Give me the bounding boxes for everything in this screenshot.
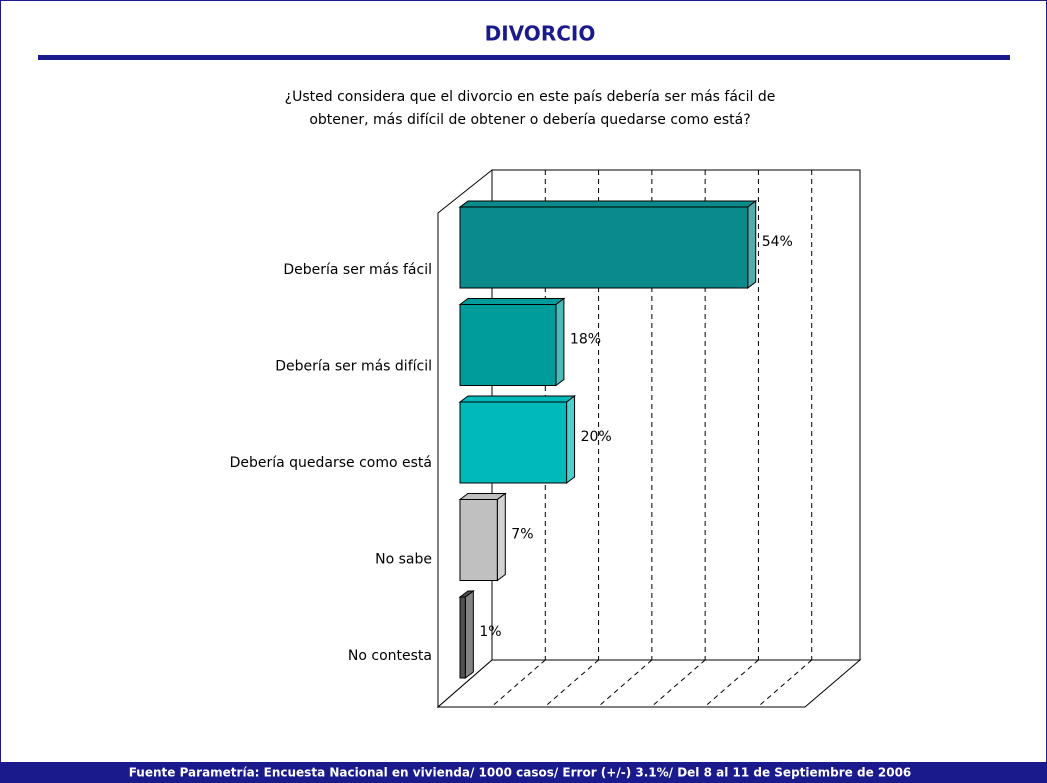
bar-side xyxy=(555,297,565,387)
bar-top xyxy=(458,200,758,208)
bar xyxy=(459,499,498,581)
bar-side xyxy=(747,200,757,289)
data-label: 1% xyxy=(479,624,501,640)
footer-bar xyxy=(0,762,1047,783)
bar-side xyxy=(496,492,506,582)
bar-top xyxy=(458,395,577,403)
floor-grid-line xyxy=(544,659,599,708)
bar xyxy=(459,206,749,289)
data-label: 54% xyxy=(762,234,793,250)
bar xyxy=(459,596,466,679)
category-label: Debería quedarse como está xyxy=(230,455,432,471)
floor-grid-line xyxy=(597,659,653,708)
data-label: 18% xyxy=(570,332,601,348)
bar xyxy=(459,304,557,386)
floor xyxy=(436,659,862,708)
bar xyxy=(459,401,568,484)
bar-top xyxy=(458,298,566,305)
subtitle: ¿Usted considera que el divorcio en este… xyxy=(285,89,776,105)
category-label: No sabe xyxy=(375,552,432,568)
title-rule xyxy=(38,55,1010,60)
floor-grid-line xyxy=(490,659,546,708)
category-label: Debería ser más difícil xyxy=(275,359,432,375)
chart-title: DIVORCIO xyxy=(485,22,596,46)
bar-side xyxy=(464,590,474,679)
data-label: 7% xyxy=(511,527,533,543)
category-label: No contesta xyxy=(348,648,432,664)
floor-grid-line xyxy=(704,659,759,708)
bar-side xyxy=(566,395,576,484)
data-label: 20% xyxy=(581,429,612,445)
floor-grid-line xyxy=(757,659,813,708)
subtitle: obtener, más difícil de obtener o deberí… xyxy=(309,112,750,128)
category-label: Debería ser más fácil xyxy=(283,262,432,278)
floor-grid-line xyxy=(650,659,706,708)
footnote: Fuente Parametría: Encuesta Nacional en … xyxy=(129,766,912,780)
